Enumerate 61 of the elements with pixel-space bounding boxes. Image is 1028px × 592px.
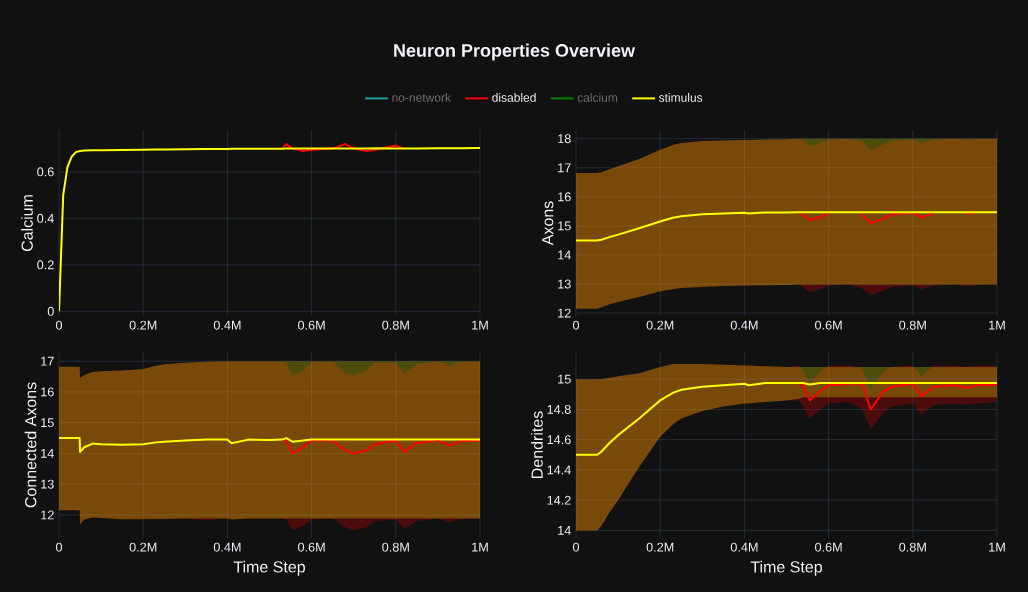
line-series (281, 438, 480, 455)
y-tick-label: 14 (558, 250, 571, 260)
y-axis-title: Dendrites (531, 411, 543, 478)
y-tick-label: 14.6 (547, 435, 571, 445)
x-tick-label: 0.2M (646, 320, 674, 330)
y-tick-label: 15 (558, 221, 571, 231)
legend-label: disabled (492, 93, 536, 102)
y-axis-title: Connected Axons (24, 382, 37, 508)
x-tick-label: 0.6M (298, 320, 325, 330)
legend-label: stimulus (658, 93, 703, 102)
x-tick-label: 0.6M (815, 320, 842, 330)
y-tick-label: 17 (41, 356, 54, 366)
x-tick-label: 0.4M (213, 542, 241, 552)
y-tick-label: 14.4 (547, 465, 571, 475)
y-axis-title: Calcium (21, 195, 33, 252)
y-tick-label: 0.4 (37, 213, 54, 223)
x-tick-label: 1M (472, 542, 488, 552)
x-tick-label: 0.2M (646, 542, 674, 552)
chart-title: Neuron Properties Overview (394, 43, 636, 61)
y-tick-label: 16 (41, 387, 54, 397)
x-tick-label: 1M (989, 542, 1005, 552)
y-tick-label: 12 (558, 308, 571, 318)
y-tick-label: 18 (558, 134, 571, 144)
x-tick-label: 1M (472, 320, 488, 330)
y-axis-title: Axons (542, 201, 554, 246)
y-tick-label: 15 (558, 374, 571, 384)
y-tick-label: 17 (558, 163, 571, 173)
y-tick-label: 0.6 (37, 167, 54, 177)
x-tick-label: 1M (989, 320, 1005, 330)
x-axis-title: Time Step (750, 560, 822, 576)
x-tick-label: 0 (55, 542, 63, 552)
x-tick-label: 0.8M (382, 320, 409, 330)
x-tick-label: 0.8M (382, 542, 409, 552)
line-series (798, 381, 997, 411)
x-tick-label: 0.8M (899, 320, 926, 330)
x-tick-label: 0.2M (129, 542, 157, 552)
x-tick-label: 0.6M (298, 542, 325, 552)
y-tick-label: 14 (41, 449, 54, 458)
y-tick-label: 0 (47, 306, 54, 316)
legend-label: no-network (392, 93, 451, 102)
y-tick-label: 14 (558, 526, 571, 535)
x-tick-label: 0.4M (213, 320, 241, 330)
y-tick-label: 13 (41, 479, 54, 489)
x-tick-label: 0 (572, 320, 580, 330)
x-tick-label: 0.4M (730, 320, 758, 330)
line-series (281, 142, 406, 152)
y-tick-label: 14.2 (547, 495, 571, 505)
y-tick-label: 0.2 (37, 260, 54, 270)
x-tick-label: 0 (572, 542, 580, 552)
x-tick-label: 0.4M (730, 542, 758, 552)
y-tick-label: 15 (41, 418, 54, 428)
legend-label: calcium (577, 93, 618, 102)
x-axis-title: Time Step (233, 560, 305, 576)
x-tick-label: 0.8M (899, 542, 926, 552)
y-tick-label: 12 (41, 510, 54, 520)
y-tick-label: 14.8 (547, 404, 571, 414)
x-tick-label: 0.2M (129, 320, 157, 330)
y-tick-label: 16 (558, 192, 571, 202)
x-tick-label: 0.6M (815, 542, 842, 552)
x-tick-label: 0 (55, 320, 63, 330)
y-tick-label: 13 (558, 279, 571, 289)
